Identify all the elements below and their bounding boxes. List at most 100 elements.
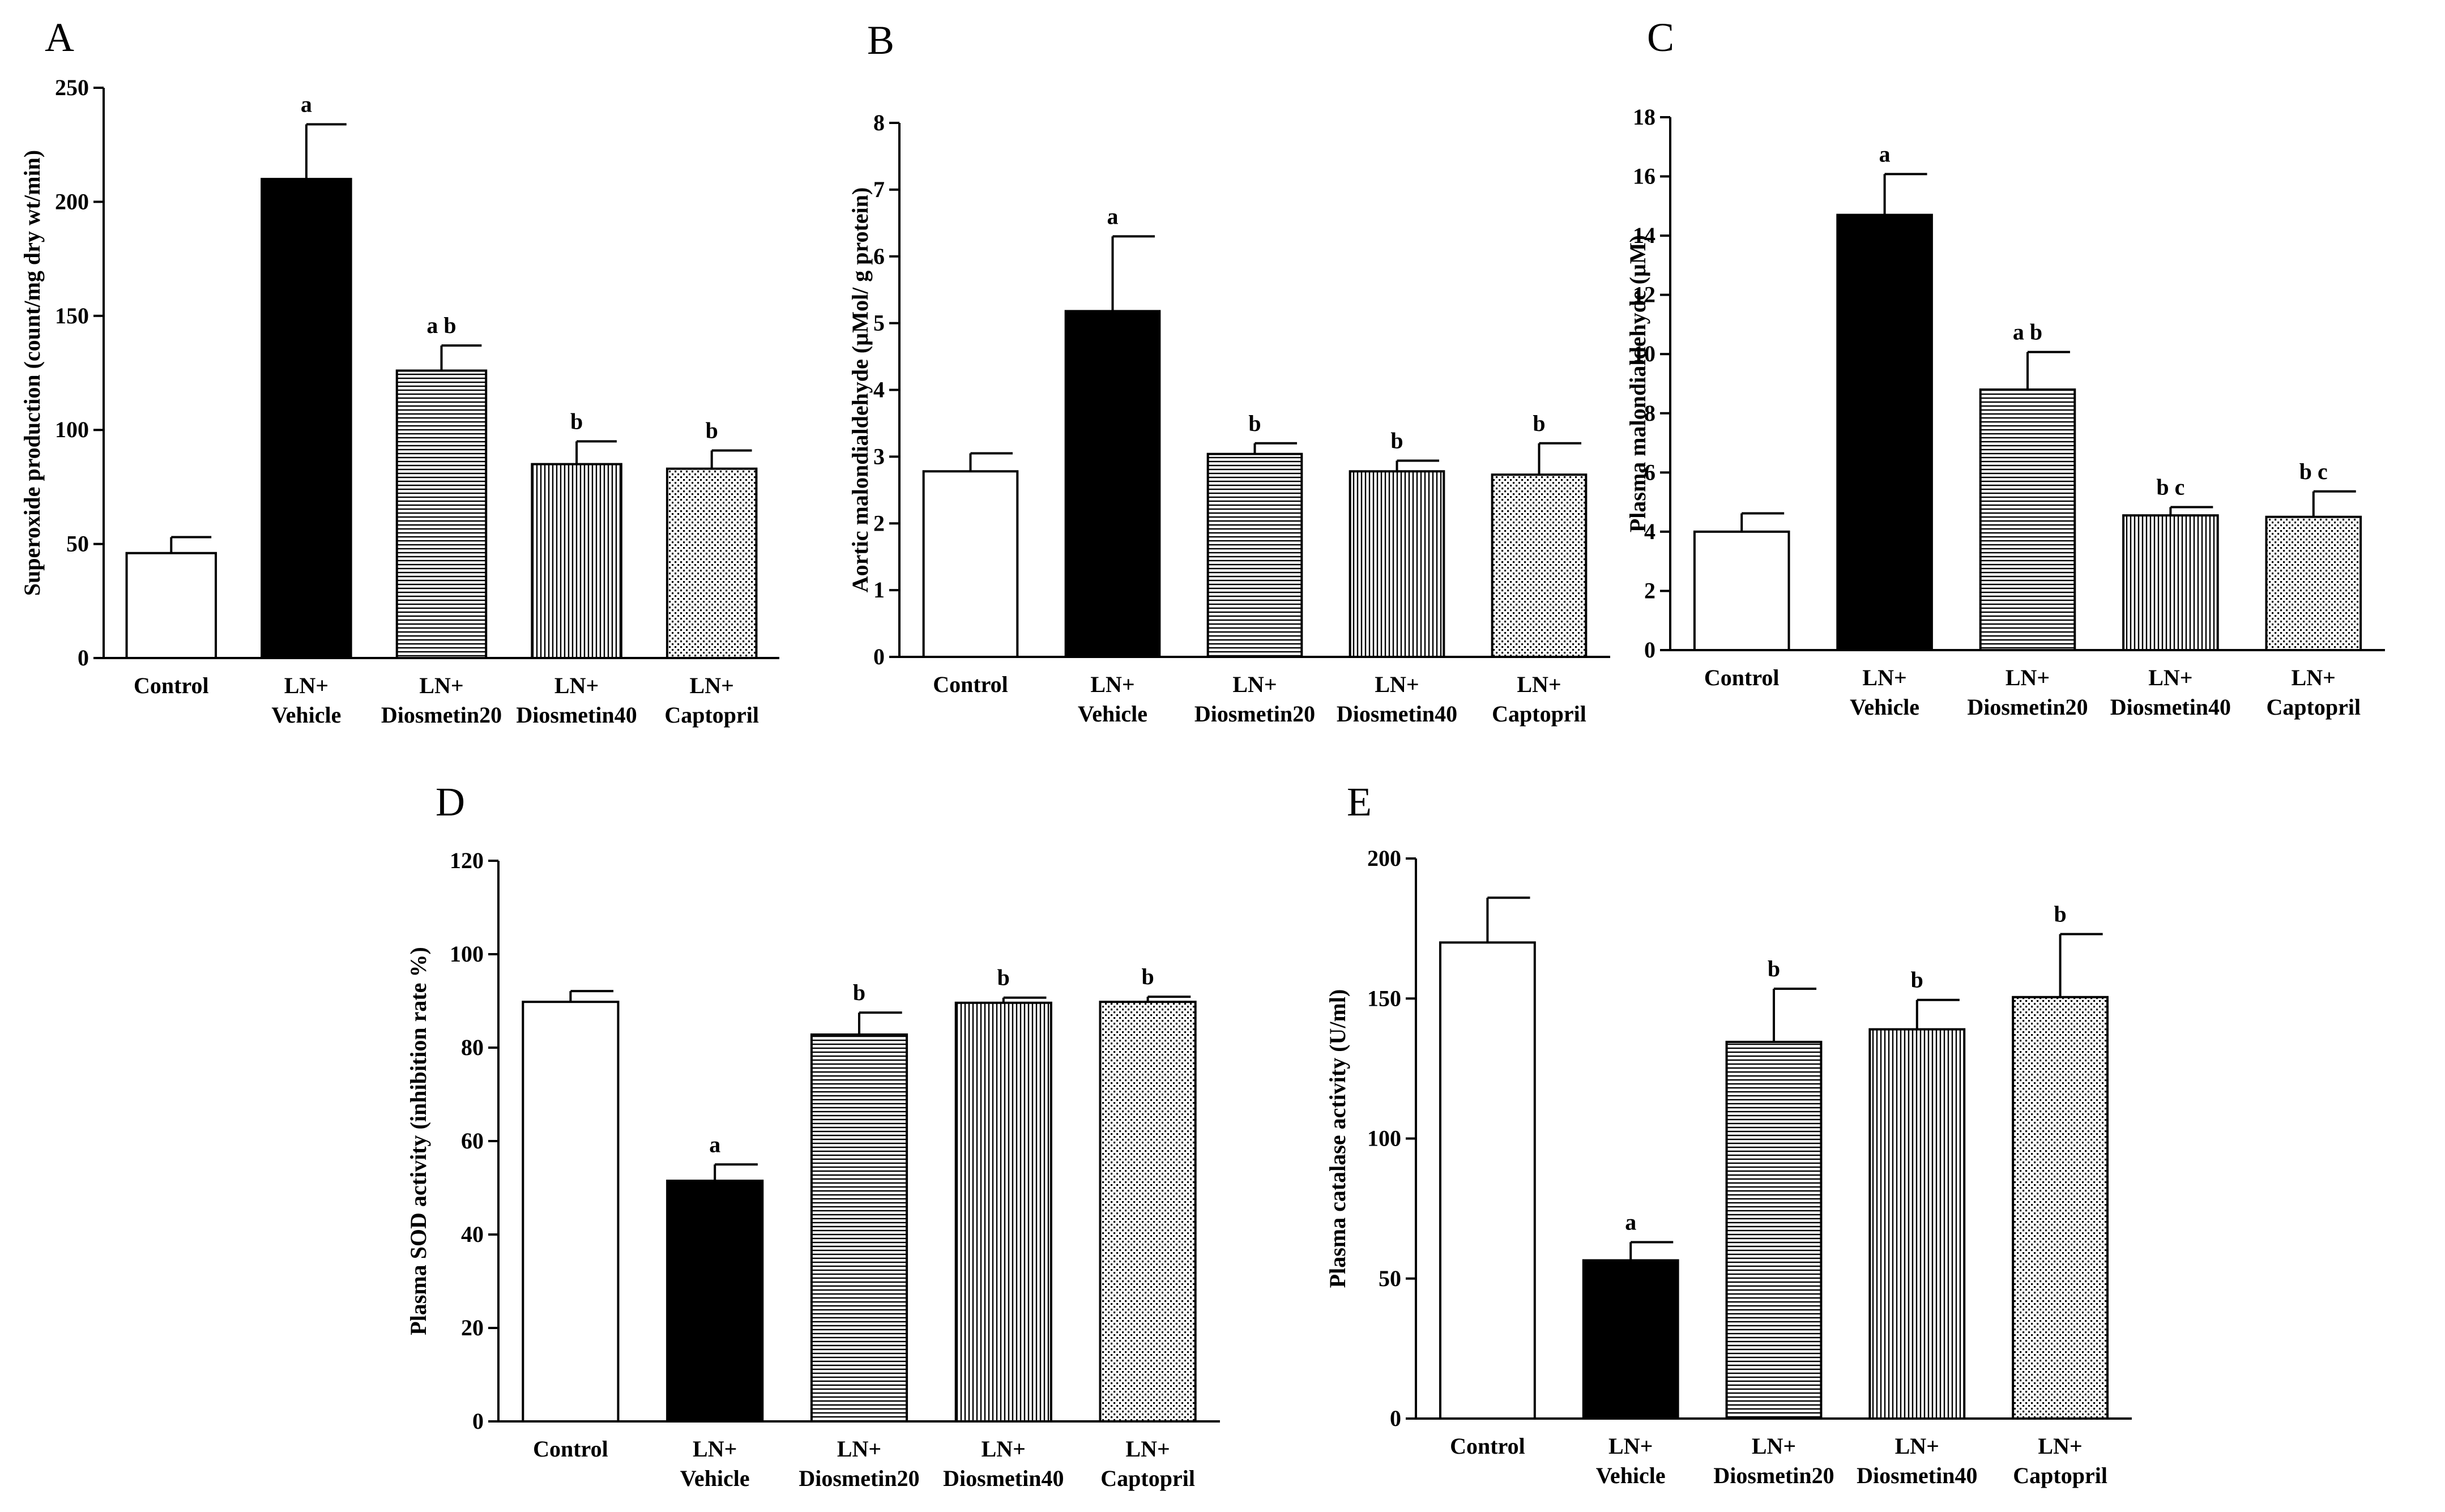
panel-b-bar-ln-diosmetin40: b	[1349, 428, 1445, 658]
panel-d-bar-control	[522, 990, 620, 1423]
panel-d-significance-label: b	[997, 965, 1010, 990]
panel-c-y-axis-title: Plasma malondialdehyde (µM)	[1625, 235, 1650, 532]
panel-d-bar-rect	[1099, 1001, 1197, 1423]
panel-c-bar-control	[1693, 512, 1790, 652]
panel-c-bar-ln-diosmetin20: a b	[1979, 319, 2076, 651]
panel-b-bar-rect	[1206, 452, 1303, 658]
panel-c-significance-label: a	[1879, 141, 1891, 166]
panel-a-category-label: Diosmetin20	[381, 702, 502, 728]
panel-e-bar-control	[1439, 896, 1536, 1420]
panel-b-category-label: Captopril	[1492, 701, 1586, 727]
panel-e-y-tick-label: 100	[1367, 1126, 1401, 1151]
panel-a: A 0 50 100 150 200 250 Superoxide production (c…	[19, 15, 779, 728]
panel-d-category-label: Diosmetin20	[799, 1466, 919, 1491]
panel-d-bar-rect	[666, 1180, 764, 1423]
panel-a-y-tick-label: 50	[66, 531, 89, 557]
panel-a-bar-ln-diosmetin40: b	[531, 408, 622, 659]
panel-b-significance-label: b	[1533, 411, 1545, 436]
panel-a-bar-rect	[395, 369, 488, 659]
panel-a-y-axis-title: Superoxide production (count/mg dry wt/m…	[19, 150, 45, 596]
panel-e-bar-rect	[2012, 996, 2109, 1420]
panel-d-bar-rect	[954, 1001, 1052, 1423]
panel-c-bar-rect	[2265, 515, 2362, 651]
panel-a-category-label: Vehicle	[271, 702, 341, 728]
panel-e-bar-rect	[1582, 1259, 1679, 1420]
panel-b: B 0 1 2 3 4 5 6 7 8 Aortic malondialdehyde (µMol/ …	[847, 18, 1610, 727]
panel-c-category-label: LN+	[2006, 665, 2050, 690]
panel-b-category-label: Diosmetin40	[1337, 701, 1457, 727]
panel-e-category-label: Vehicle	[1596, 1463, 1666, 1488]
panel-e-bar-ln-vehicle: a	[1582, 1209, 1679, 1420]
panel-a-bar-ln-vehicle: a	[261, 91, 352, 659]
panel-b-category-label: LN+	[1517, 672, 1561, 697]
panel-e-y-tick-label: 50	[1379, 1266, 1401, 1291]
panel-c-category-label: Diosmetin20	[1967, 694, 2088, 720]
panel-d-y-tick-label: 40	[461, 1221, 484, 1247]
panel-a-bar-rect	[125, 552, 217, 659]
panel-b-y-tick-label: 3	[873, 443, 885, 469]
panel-d-bar-rect	[810, 1033, 908, 1423]
panel-c-bar-ln-captopril: b c	[2265, 459, 2362, 651]
panel-c-y-tick-label: 16	[1633, 164, 1655, 189]
panel-b-bar-rect	[922, 470, 1019, 658]
panel-d-bar-ln-captopril: b	[1099, 964, 1197, 1423]
panel-b-significance-label: b	[1390, 428, 1403, 453]
panel-b-bar-ln-diosmetin20: b	[1206, 411, 1303, 658]
panel-b-y-axis-title: Aortic malondialdehyde (µMol/ g protein)	[847, 187, 873, 593]
panel-a-bar-control	[125, 536, 217, 659]
panel-e-significance-label: a	[1625, 1209, 1636, 1235]
panel-c-significance-label: b c	[2299, 459, 2328, 484]
panel-c-category-label: LN+	[2148, 665, 2192, 690]
panel-c-category-label: LN+	[1862, 665, 1906, 690]
panel-e-category-label: LN+	[2038, 1433, 2082, 1459]
panel-b-y-tick-label: 6	[873, 244, 885, 269]
panel-e-significance-label: b	[1768, 956, 1780, 981]
panel-a-y-tick-label: 200	[55, 189, 89, 214]
panel-b-significance-label: a	[1107, 203, 1119, 229]
panel-a-significance-label: b	[570, 408, 583, 434]
panel-c-bar-rect	[1979, 388, 2076, 651]
panel-c-y-tick-label: 4	[1644, 519, 1655, 544]
panel-e-category-label: Captopril	[2013, 1463, 2107, 1488]
panel-b-bar-ln-vehicle: a	[1064, 203, 1161, 658]
panel-b-bar-ln-captopril: b	[1491, 411, 1588, 658]
panel-b-y-tick-label: 5	[873, 310, 885, 336]
panel-c: C 0 2 4 6 8 10 12 14 16 18 Plasma malondialdehyde (…	[1625, 15, 2385, 720]
panel-b-y-tick-label: 0	[873, 644, 885, 669]
panel-d-significance-label: b	[853, 980, 865, 1005]
panel-b-significance-label: b	[1248, 411, 1261, 436]
panel-c-bar-rect	[1693, 530, 1790, 652]
panel-d-significance-label: a	[709, 1131, 720, 1157]
panel-d-category-label: Diosmetin40	[943, 1466, 1064, 1491]
panel-e-bar-ln-captopril: b	[2012, 902, 2109, 1420]
panel-e-category-label: LN+	[1752, 1433, 1796, 1459]
panel-d-bar-ln-vehicle: a	[666, 1131, 764, 1423]
panel-d-y-tick-label: 120	[450, 848, 484, 873]
panel-c-significance-label: b c	[2156, 474, 2184, 499]
panel-c-bar-rect	[2122, 514, 2219, 651]
panel-a-bar-ln-captopril: b	[665, 417, 758, 660]
panel-c-y-tick-label: 14	[1633, 223, 1655, 248]
panel-a-bar-rect	[261, 178, 352, 659]
panel-a-bar-ln-diosmetin20: a b	[395, 313, 488, 659]
panel-d-significance-label: b	[1141, 964, 1154, 989]
panel-b-y-tick-label: 8	[873, 110, 885, 135]
panel-c-bar-ln-diosmetin40: b c	[2122, 474, 2219, 651]
panel-c-y-tick-label: 2	[1644, 578, 1655, 603]
panel-c-significance-label: a b	[2013, 319, 2042, 345]
panel-b-bar-control	[922, 452, 1019, 658]
panel-e-bar-rect	[1868, 1028, 1966, 1420]
panel-b-y-tick-label: 4	[873, 377, 885, 403]
panel-e-significance-label: b	[1911, 967, 1923, 993]
panel-b-category-label: LN+	[1375, 672, 1419, 697]
panel-d-category-label: Captopril	[1100, 1466, 1195, 1491]
panel-d-bar-ln-diosmetin40: b	[954, 965, 1052, 1423]
panel-d: D 0 20 40 60 80 100 120 Plasma SOD activity (inh…	[406, 779, 1220, 1491]
panel-a-category-label: LN+	[690, 673, 734, 698]
panel-d-category-label: Vehicle	[680, 1466, 750, 1491]
panel-a-y-tick-label: 100	[55, 417, 89, 442]
panel-c-category-label: LN+	[2292, 665, 2336, 690]
panel-b-bar-rect	[1064, 310, 1161, 658]
panel-b-y-tick-label: 2	[873, 510, 885, 536]
